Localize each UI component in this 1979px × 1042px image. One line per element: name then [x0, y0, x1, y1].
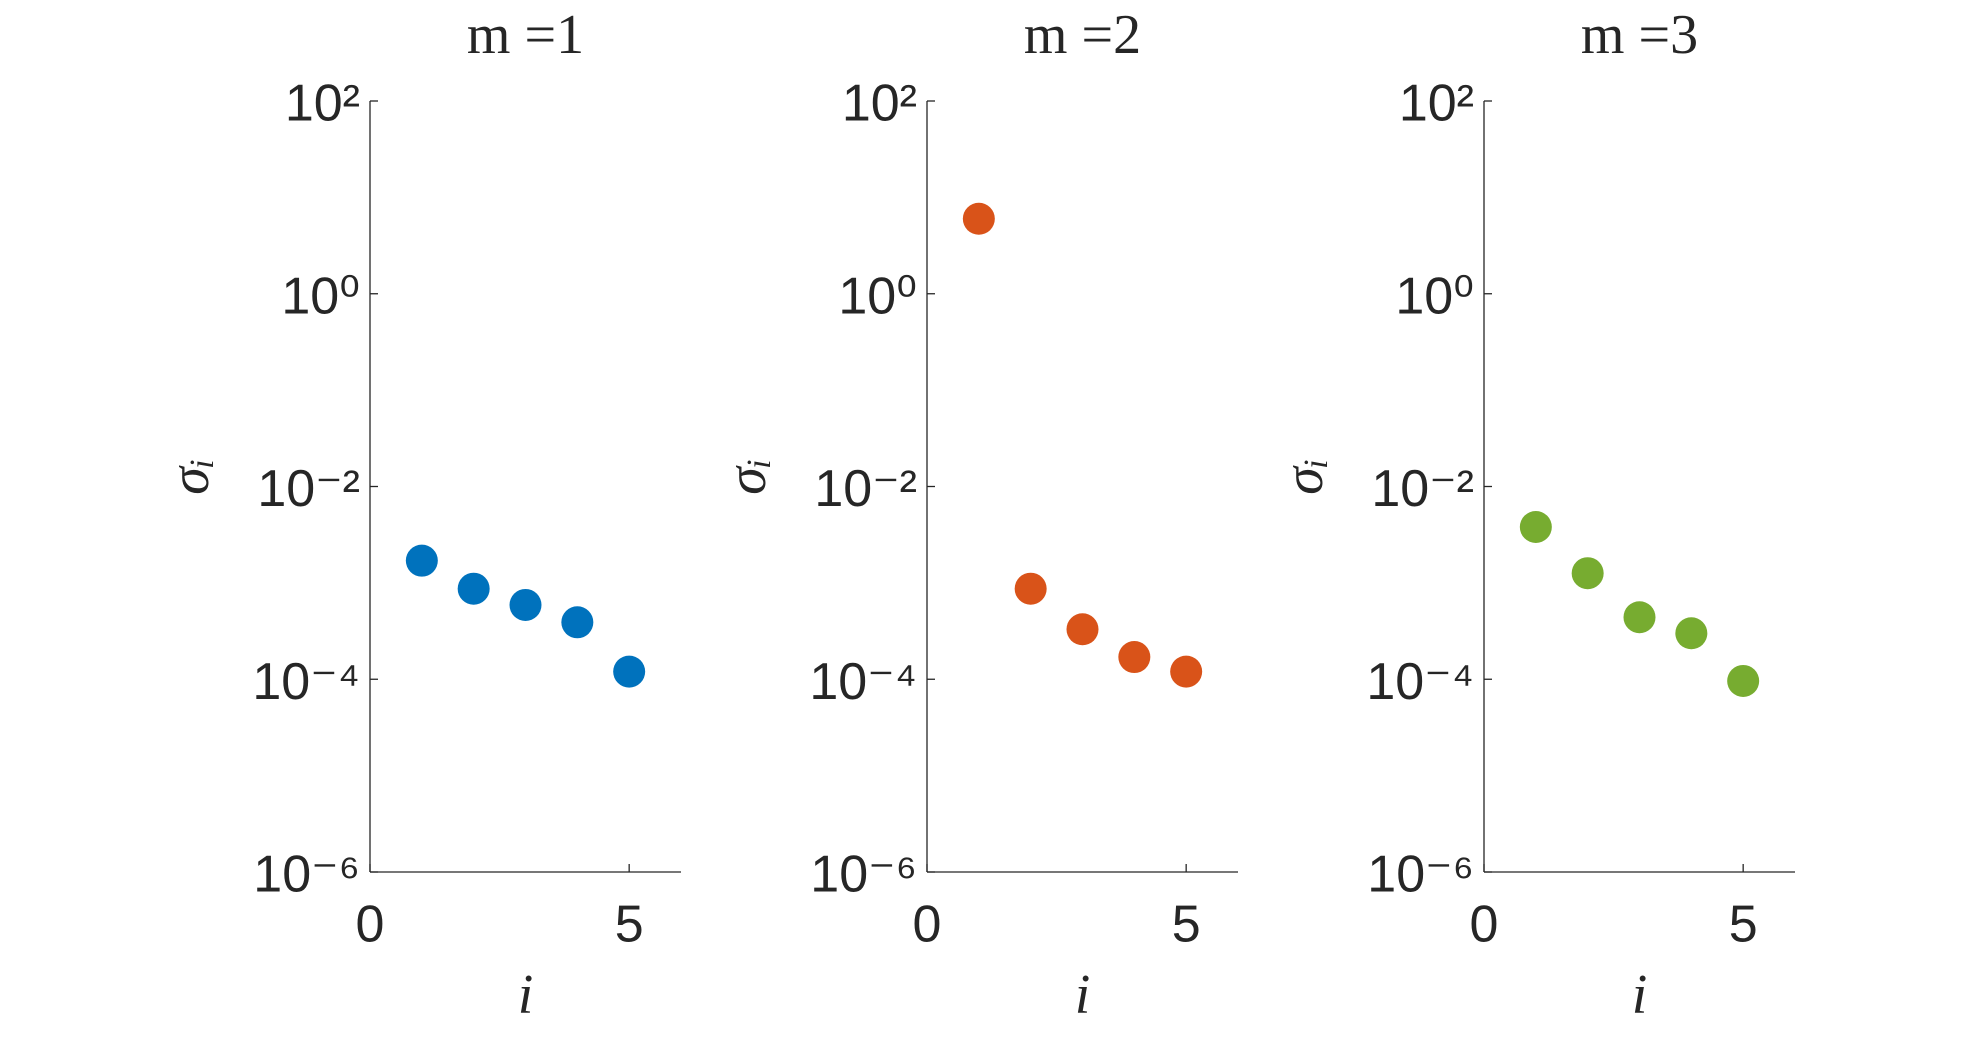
point [1014, 572, 1047, 605]
y-tick-label: 10⁰ [281, 267, 360, 325]
y-tick-label: 10² [1399, 75, 1474, 133]
chart-title: m =2 [1024, 4, 1141, 66]
chart-title: m =3 [1581, 4, 1698, 66]
point [1118, 641, 1151, 674]
point [1519, 510, 1552, 543]
point [613, 655, 646, 688]
point [1066, 613, 1099, 646]
point [1623, 601, 1656, 634]
y-tick-label: 10⁻⁴ [809, 653, 917, 711]
point [962, 202, 995, 235]
y-tick-label: 10⁻² [814, 460, 917, 518]
point [457, 572, 490, 605]
x-tick-label: 5 [615, 896, 644, 954]
point [1675, 617, 1708, 650]
y-tick-label: 10⁻⁶ [810, 846, 917, 904]
point [1727, 664, 1760, 697]
x-tick-label: 5 [1729, 896, 1758, 954]
x-tick-label: 0 [356, 896, 385, 954]
y-tick-label: 10² [285, 75, 360, 133]
point [405, 544, 438, 577]
y-tick-label: 10⁰ [838, 267, 917, 325]
y-axis-label: σᵢ [1273, 458, 1335, 494]
y-tick-label: 10⁻² [1371, 460, 1474, 518]
chart-title: m =1 [467, 4, 584, 66]
y-axis-label: σᵢ [159, 458, 221, 494]
y-tick-label: 10⁻² [257, 460, 360, 518]
y-tick-label: 10⁻⁴ [1366, 653, 1474, 711]
y-tick-label: 10⁻⁶ [1367, 846, 1474, 904]
x-tick-label: 0 [913, 896, 942, 954]
x-tick-label: 0 [1470, 896, 1499, 954]
point [509, 588, 542, 621]
y-tick-label: 10⁻⁴ [252, 653, 360, 711]
x-axis-label: i [518, 964, 534, 1026]
x-axis-label: i [1075, 964, 1091, 1026]
point [561, 606, 594, 639]
y-tick-label: 10⁰ [1395, 267, 1474, 325]
y-tick-label: 10⁻⁶ [253, 846, 360, 904]
y-tick-label: 10² [842, 75, 917, 133]
point [1571, 557, 1604, 590]
y-axis-label: σᵢ [716, 458, 778, 494]
point [1170, 655, 1203, 688]
x-tick-label: 5 [1172, 896, 1201, 954]
x-axis-label: i [1632, 964, 1648, 1026]
